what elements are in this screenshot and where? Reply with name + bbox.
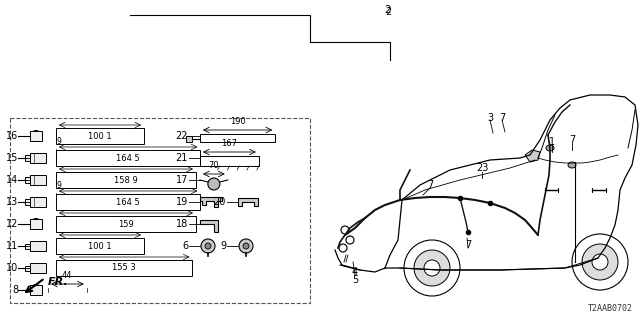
Bar <box>200 156 259 166</box>
Text: 9: 9 <box>220 241 226 251</box>
Bar <box>56 216 196 232</box>
Circle shape <box>243 243 249 249</box>
Text: 167: 167 <box>221 139 237 148</box>
Text: 9: 9 <box>56 181 61 190</box>
Text: 1: 1 <box>549 137 555 147</box>
Text: 2: 2 <box>385 5 391 15</box>
Polygon shape <box>525 150 540 162</box>
Text: FR.: FR. <box>48 277 68 287</box>
Circle shape <box>201 239 215 253</box>
Bar <box>56 194 200 210</box>
Circle shape <box>424 260 440 276</box>
Polygon shape <box>238 198 258 206</box>
Text: 7: 7 <box>569 135 575 145</box>
Bar <box>30 175 46 185</box>
Bar <box>30 219 42 229</box>
Text: 100 1: 100 1 <box>88 242 112 251</box>
Text: 20: 20 <box>214 197 226 207</box>
Text: 15: 15 <box>6 153 18 163</box>
Text: 3: 3 <box>487 113 493 123</box>
Polygon shape <box>200 197 222 207</box>
Bar <box>25 199 30 205</box>
Bar <box>30 197 46 207</box>
Bar <box>56 260 193 276</box>
Text: 17: 17 <box>175 175 188 185</box>
Circle shape <box>31 219 42 229</box>
Text: 155 3: 155 3 <box>113 263 136 273</box>
Text: 4: 4 <box>352 267 358 277</box>
Text: 6: 6 <box>182 241 188 251</box>
Bar <box>30 153 46 163</box>
Bar <box>56 238 144 254</box>
Text: 8: 8 <box>12 285 18 295</box>
Text: 44: 44 <box>62 271 72 280</box>
Text: 159: 159 <box>118 220 134 228</box>
Text: 7: 7 <box>465 240 471 250</box>
Text: 164 5: 164 5 <box>116 154 140 163</box>
Text: 100 1: 100 1 <box>88 132 112 140</box>
Text: 16: 16 <box>6 131 18 141</box>
Circle shape <box>239 239 253 253</box>
Bar <box>200 134 275 142</box>
Text: 9: 9 <box>56 137 61 146</box>
Bar <box>30 131 42 141</box>
Bar <box>56 128 144 144</box>
Text: 70: 70 <box>209 161 219 170</box>
Text: 164 5: 164 5 <box>116 197 140 206</box>
Text: 18: 18 <box>176 219 188 229</box>
Text: 2: 2 <box>385 7 391 17</box>
Text: 19: 19 <box>176 197 188 207</box>
Ellipse shape <box>568 162 576 168</box>
Text: 10: 10 <box>6 263 18 273</box>
Polygon shape <box>200 220 218 232</box>
Text: 21: 21 <box>175 153 188 163</box>
Text: 7: 7 <box>427 180 433 190</box>
Text: 5: 5 <box>352 275 358 285</box>
Bar <box>30 241 46 251</box>
Circle shape <box>582 244 618 280</box>
Text: 190: 190 <box>230 117 246 126</box>
Text: 13: 13 <box>6 197 18 207</box>
Bar <box>25 155 30 161</box>
Circle shape <box>208 178 220 190</box>
Circle shape <box>31 131 42 141</box>
Bar <box>25 266 30 270</box>
Bar <box>56 150 200 166</box>
Bar <box>25 244 30 249</box>
Circle shape <box>414 250 450 286</box>
Bar <box>186 136 192 142</box>
Ellipse shape <box>546 145 554 151</box>
Text: 11: 11 <box>6 241 18 251</box>
Bar <box>10 118 310 303</box>
Text: 23: 23 <box>476 163 488 173</box>
Text: 22: 22 <box>175 131 188 141</box>
Text: T2AAB0702: T2AAB0702 <box>588 304 633 313</box>
Circle shape <box>404 240 460 296</box>
Circle shape <box>31 284 42 295</box>
Text: 12: 12 <box>6 219 18 229</box>
Text: 7: 7 <box>499 113 505 123</box>
Circle shape <box>592 254 608 270</box>
Text: 14: 14 <box>6 175 18 185</box>
Bar <box>30 285 42 295</box>
Text: 158 9: 158 9 <box>114 175 138 185</box>
Bar <box>56 172 196 188</box>
Bar <box>30 263 46 273</box>
Circle shape <box>572 234 628 290</box>
Bar <box>25 177 30 183</box>
Circle shape <box>205 243 211 249</box>
